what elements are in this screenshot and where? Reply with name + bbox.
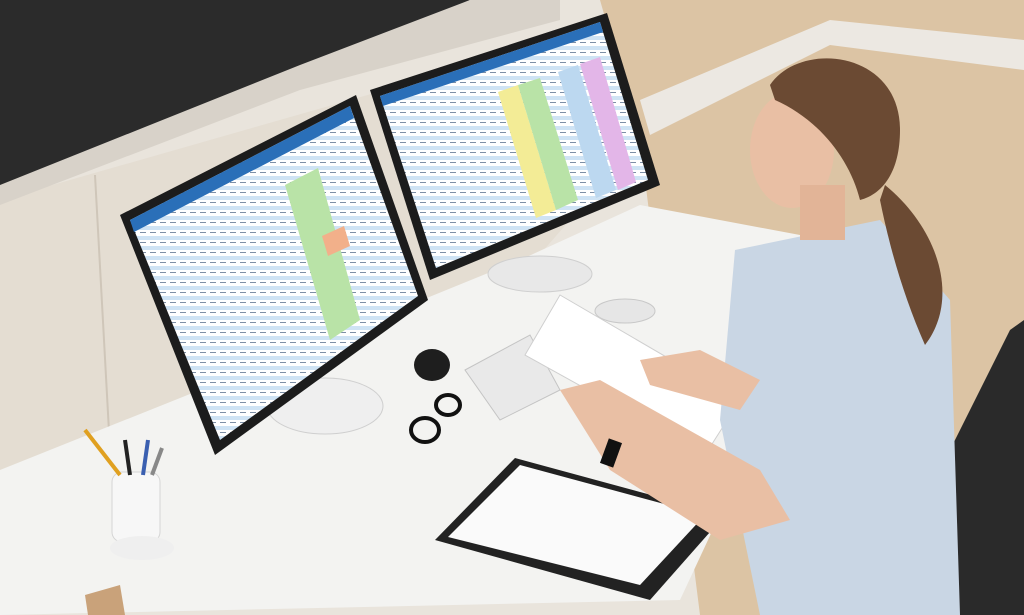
webcam-puck — [414, 349, 450, 381]
glasses — [409, 393, 462, 444]
highlight-yellow-column — [498, 85, 556, 218]
person-neck — [800, 185, 845, 240]
baseboard — [640, 20, 1024, 135]
right-monitor-stand-base — [487, 255, 593, 293]
pen-holder — [83, 428, 174, 560]
wristwatch — [599, 438, 623, 468]
clipboard-paper — [448, 465, 705, 585]
mouse[interactable] — [594, 298, 656, 324]
cabinet-seam — [94, 174, 111, 451]
person-ponytail — [880, 185, 943, 345]
desk-leg — [85, 585, 125, 615]
left-highlight-green — [285, 168, 360, 340]
left-highlight-orange — [322, 226, 350, 256]
person-hair — [770, 58, 900, 201]
highlight-blue-column — [558, 65, 616, 198]
highlight-green-column — [518, 78, 578, 210]
countertop-edge — [0, 0, 560, 205]
person-arm-front — [560, 380, 790, 540]
left-monitor-titlebar — [130, 106, 354, 232]
right-monitor-titlebar — [380, 22, 603, 106]
highlight-pink-column — [580, 57, 636, 190]
person-arm-back — [640, 350, 760, 410]
